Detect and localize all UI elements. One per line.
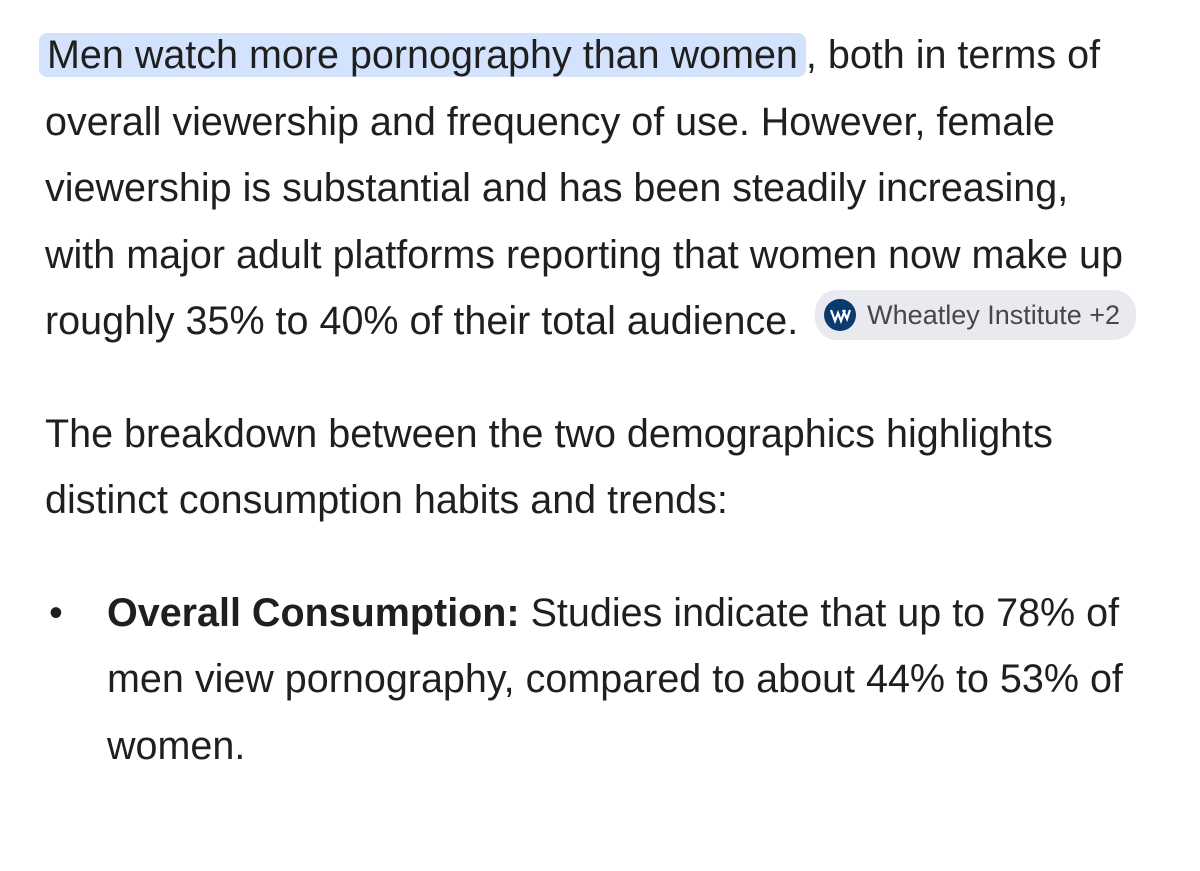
paragraph: The breakdown between the two demographi… [45,401,1145,534]
item-label: Overall Consumption: [107,590,520,635]
bullet: • [49,590,63,635]
list-item: • Overall Consumption: Studies indicate t… [45,580,1145,780]
list: • Overall Consumption: Studies indicate t… [45,580,1145,780]
paragraph: Men watch more pornography than women, b… [39,22,1145,355]
source-label: Wheatley Institute +2 [867,300,1121,330]
answer: Men watch more pornography than women, b… [39,22,1145,780]
source-chip[interactable]: Wheatley Institute +2 [815,290,1137,340]
highlight[interactable]: Men watch more pornography than women [39,33,806,77]
paragraph-text: , both in terms of overall viewership an… [45,33,1123,343]
source-icon [824,299,857,331]
item-text: Studies indicate that up to 78% of men v… [107,590,1123,768]
paragraph-text: The breakdown between the two demographi… [45,411,1053,523]
